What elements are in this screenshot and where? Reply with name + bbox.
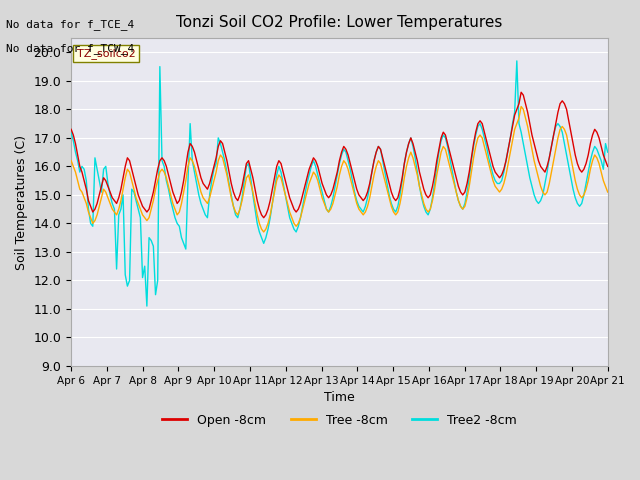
Title: Tonzi Soil CO2 Profile: Lower Temperatures: Tonzi Soil CO2 Profile: Lower Temperatur… [176, 15, 502, 30]
Text: No data for f_TCW_4: No data for f_TCW_4 [6, 43, 134, 54]
Legend: Open -8cm, Tree -8cm, Tree2 -8cm: Open -8cm, Tree -8cm, Tree2 -8cm [157, 409, 522, 432]
Text: TZ_soilco2: TZ_soilco2 [77, 48, 135, 59]
Y-axis label: Soil Temperatures (C): Soil Temperatures (C) [15, 134, 28, 270]
Text: No data for f_TCE_4: No data for f_TCE_4 [6, 19, 134, 30]
X-axis label: Time: Time [324, 391, 355, 404]
